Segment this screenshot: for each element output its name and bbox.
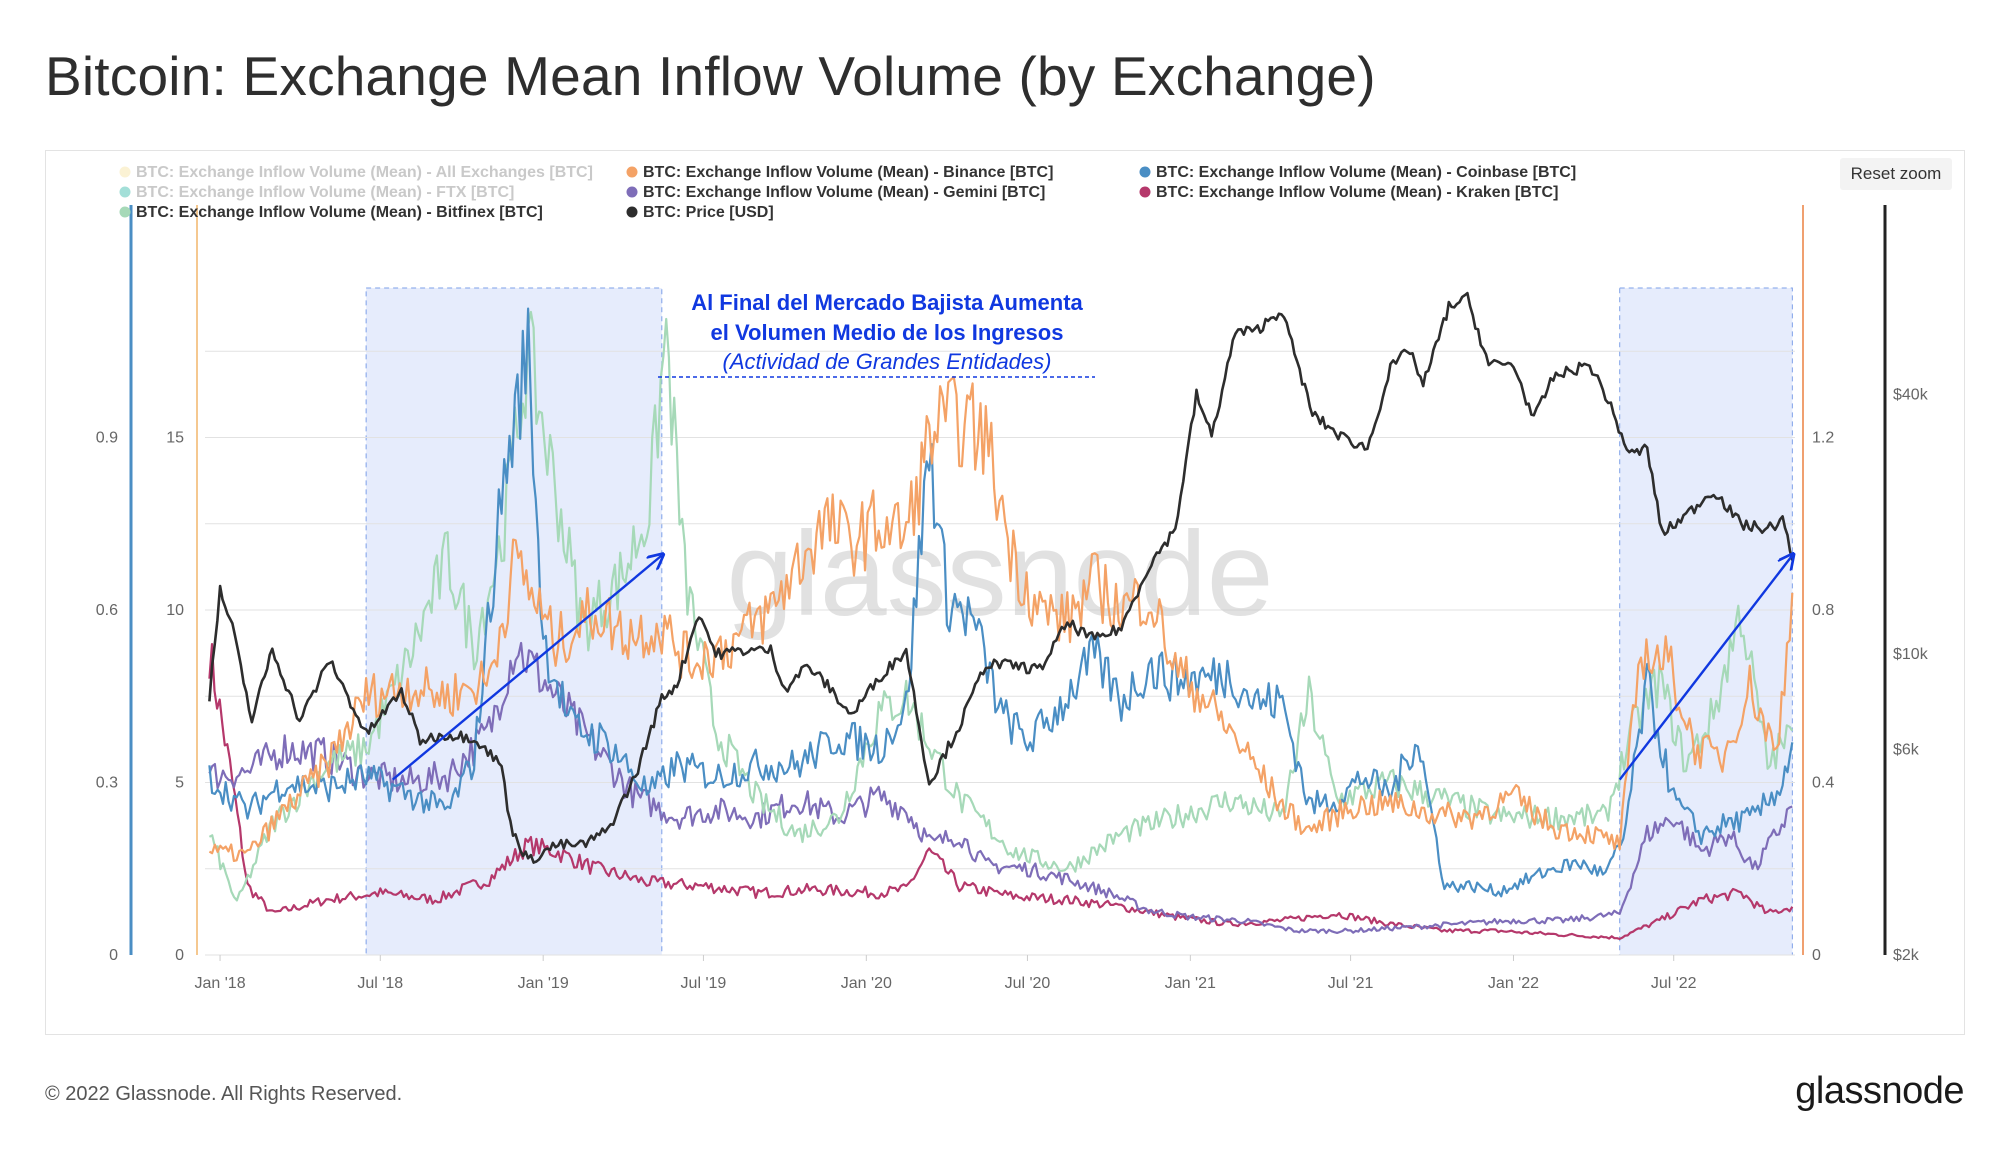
- series-line-bitfinex: [208, 310, 1794, 902]
- x-tick-label: Jul '20: [1005, 975, 1051, 992]
- y-tick-label-right-outer: $40k: [1893, 387, 1929, 404]
- page-title: Bitcoin: Exchange Mean Inflow Volume (by…: [45, 45, 1376, 107]
- footer-copyright: © 2022 Glassnode. All Rights Reserved.: [45, 1083, 403, 1105]
- y-tick-label-left-inner: 5: [175, 775, 184, 792]
- legend-item-ftx[interactable]: BTC: Exchange Inflow Volume (Mean) - FTX…: [136, 184, 514, 201]
- y-tick-label-right-outer: $6k: [1893, 742, 1920, 759]
- series-line-coinbase: [208, 307, 1794, 898]
- annotation-line-3: (Actividad de Grandes Entidades): [723, 349, 1052, 374]
- y-tick-label-left-outer: 0: [109, 947, 118, 964]
- series-line-gemini: [208, 641, 1793, 935]
- x-tick-label: Jan '21: [1165, 975, 1216, 992]
- legend-marker-binance[interactable]: [626, 166, 638, 178]
- legend-marker-bitfinex[interactable]: [119, 206, 131, 218]
- legend-marker-all-exchanges[interactable]: [119, 166, 131, 178]
- x-tick-label: Jul '19: [681, 975, 727, 992]
- y-tick-label-left-inner: 15: [166, 430, 184, 447]
- reset-zoom-button[interactable]: Reset zoom: [1840, 158, 1952, 190]
- legend-item-binance[interactable]: BTC: Exchange Inflow Volume (Mean) - Bin…: [643, 164, 1053, 181]
- y-tick-label-right-inner: 0.8: [1812, 602, 1834, 619]
- y-tick-label-right-inner: 1.2: [1812, 430, 1834, 447]
- y-tick-label-left-outer: 0.3: [96, 775, 118, 792]
- series-line-kraken: [208, 643, 1794, 940]
- legend-item-bitfinex[interactable]: BTC: Exchange Inflow Volume (Mean) - Bit…: [136, 204, 543, 221]
- legend-marker-coinbase[interactable]: [1139, 166, 1151, 178]
- y-tick-label-right-outer: $10k: [1893, 646, 1929, 663]
- x-tick-label: Jan '19: [518, 975, 569, 992]
- legend-marker-ftx[interactable]: [119, 186, 131, 198]
- legend-item-gemini[interactable]: BTC: Exchange Inflow Volume (Mean) - Gem…: [643, 184, 1045, 201]
- x-tick-label: Jan '22: [1488, 975, 1539, 992]
- x-tick-label: Jul '18: [357, 975, 403, 992]
- legend-marker-gemini[interactable]: [626, 186, 638, 198]
- y-tick-label-left-outer: 0.9: [96, 430, 118, 447]
- trend-arrow-1: [391, 555, 662, 781]
- x-tick-label: Jan '18: [195, 975, 246, 992]
- y-tick-label-left-inner: 0: [175, 947, 184, 964]
- highlight-region-2: [1619, 287, 1793, 956]
- legend-item-kraken[interactable]: BTC: Exchange Inflow Volume (Mean) - Kra…: [1156, 184, 1558, 201]
- annotation-line-1: Al Final del Mercado Bajista Aumenta: [691, 290, 1083, 315]
- series-line-price: [208, 291, 1794, 864]
- legend-marker-kraken[interactable]: [1139, 186, 1151, 198]
- legend-item-coinbase[interactable]: BTC: Exchange Inflow Volume (Mean) - Coi…: [1156, 164, 1576, 181]
- series-line-binance: [208, 375, 1794, 862]
- x-tick-label: Jul '21: [1328, 975, 1374, 992]
- footer-logo: glassnode: [1795, 1070, 1964, 1112]
- legend-marker-btc-price[interactable]: [626, 206, 638, 218]
- y-tick-label-left-inner: 10: [166, 602, 184, 619]
- legend-item-btc-price[interactable]: BTC: Price [USD]: [643, 204, 774, 221]
- y-tick-label-right-inner: 0: [1812, 947, 1821, 964]
- y-tick-label-right-inner: 0.4: [1812, 775, 1834, 792]
- legend-item-all-exchanges[interactable]: BTC: Exchange Inflow Volume (Mean) - All…: [136, 164, 593, 181]
- annotation-line-2: el Volumen Medio de los Ingresos: [711, 320, 1064, 345]
- y-tick-label-right-outer: $2k: [1893, 947, 1920, 964]
- x-tick-label: Jul '22: [1651, 975, 1697, 992]
- x-tick-label: Jan '20: [841, 975, 892, 992]
- watermark: glassnode: [726, 507, 1273, 641]
- trend-arrow-2: [1618, 555, 1793, 781]
- y-tick-label-left-outer: 0.6: [96, 602, 118, 619]
